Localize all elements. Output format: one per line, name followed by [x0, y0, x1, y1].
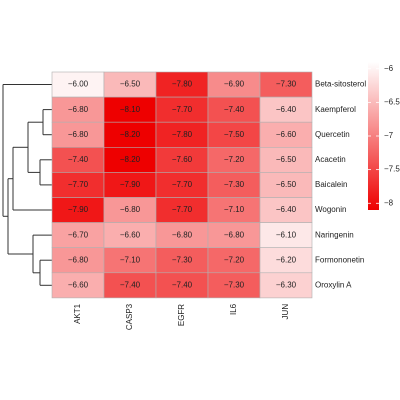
row-label: Wogonin — [315, 205, 346, 214]
cell-label: −7.10 — [120, 255, 141, 264]
cell-label: −6.00 — [68, 80, 89, 89]
cell-label: −6.80 — [224, 230, 245, 239]
cell-label: −6.10 — [276, 230, 297, 239]
heatmap-cell — [155, 247, 209, 274]
cell-label: −6.80 — [172, 230, 193, 239]
heatmap-cell — [207, 197, 261, 223]
cell-label: −7.90 — [120, 180, 141, 189]
heatmap-cell — [51, 272, 105, 299]
row-label: Oroxylin A — [315, 280, 352, 289]
cell-label: −7.70 — [172, 205, 193, 214]
cell-label: −7.10 — [224, 205, 245, 214]
cell-label: −6.40 — [276, 205, 297, 214]
cell-label: −7.30 — [276, 80, 297, 89]
cell-label: −6.50 — [276, 155, 297, 164]
heatmap-cell — [103, 222, 157, 249]
cell-label: −7.40 — [224, 105, 245, 114]
heatmap-cell — [51, 121, 105, 148]
heatmap-cell — [155, 96, 209, 123]
heatmap-cell — [155, 121, 209, 148]
cell-label: −6.50 — [120, 80, 141, 89]
cell-label: −7.40 — [68, 155, 89, 164]
cell-label: −6.60 — [120, 230, 141, 239]
cell-label: −6.70 — [68, 230, 89, 239]
row-label: Beta-sitosterol — [315, 80, 366, 89]
color-tick-label: −7.5 — [384, 165, 400, 174]
heatmap-cell — [207, 147, 261, 173]
color-tick-label: −6.5 — [384, 97, 400, 106]
color-bar — [368, 62, 379, 210]
heatmap-cell — [155, 197, 209, 223]
row-dendrogram — [2, 84, 52, 286]
cell-label: −6.60 — [276, 130, 297, 139]
cell-label: −7.40 — [120, 280, 141, 289]
heatmap-cell — [103, 147, 157, 173]
row-label: Formononetin — [315, 255, 364, 264]
heatmap-cell — [155, 272, 209, 299]
heatmap-cell — [207, 96, 261, 123]
row-label: Quercetin — [315, 130, 350, 139]
heatmap-cell — [103, 247, 157, 274]
cell-label: −7.30 — [172, 255, 193, 264]
row-label: Naringenin — [315, 230, 354, 239]
cell-label: −6.60 — [68, 280, 89, 289]
column-label: JUN — [281, 304, 290, 320]
row-label: Baicalein — [315, 180, 347, 189]
cell-label: −6.90 — [224, 80, 245, 89]
cell-label: −7.70 — [172, 180, 193, 189]
cell-label: −6.80 — [120, 205, 141, 214]
color-tick-label: −7 — [384, 131, 394, 140]
column-label: EGFR — [177, 304, 186, 326]
color-tick-label: −8 — [384, 198, 394, 207]
heatmap-cell — [155, 222, 209, 249]
cell-label: −8.20 — [120, 130, 141, 139]
column-label: CASP3 — [125, 303, 134, 330]
cell-label: −6.80 — [68, 105, 89, 114]
cell-label: −7.40 — [172, 280, 193, 289]
cell-label: −6.30 — [276, 280, 297, 289]
cell-label: −7.70 — [172, 105, 193, 114]
heatmap-cell — [207, 172, 261, 198]
heatmap-cell — [103, 71, 157, 98]
heatmap-cell — [259, 272, 313, 299]
cell-label: −6.80 — [68, 255, 89, 264]
heatmap-cell — [259, 222, 313, 249]
color-tick-label: −6 — [384, 64, 394, 73]
column-label: IL6 — [229, 303, 238, 315]
heatmap-cell — [259, 121, 313, 148]
cell-label: −8.20 — [120, 155, 141, 164]
cell-label: −7.30 — [224, 280, 245, 289]
heatmap-cell — [51, 197, 105, 223]
heatmap-cell — [207, 247, 261, 274]
cell-label: −7.60 — [172, 155, 193, 164]
cell-label: −6.40 — [276, 105, 297, 114]
cell-label: −7.80 — [172, 130, 193, 139]
cell-label: −7.20 — [224, 255, 245, 264]
cell-label: −7.50 — [224, 130, 245, 139]
cell-label: −6.20 — [276, 255, 297, 264]
cell-label: −7.90 — [68, 205, 89, 214]
cell-label: −8.10 — [120, 105, 141, 114]
cell-label: −7.20 — [224, 155, 245, 164]
column-label: AKT1 — [73, 303, 82, 324]
row-label: Kaempferol — [315, 105, 356, 114]
heatmap-cell — [259, 197, 313, 223]
cell-label: −6.50 — [276, 180, 297, 189]
heatmap-cell — [103, 96, 157, 123]
heatmap-cell — [259, 96, 313, 123]
cell-label: −7.80 — [172, 80, 193, 89]
cell-label: −6.80 — [68, 130, 89, 139]
cell-label: −7.30 — [224, 180, 245, 189]
heatmap-cell — [51, 71, 105, 98]
cell-label: −7.70 — [68, 180, 89, 189]
heatmap-cell — [103, 121, 157, 148]
row-label: Acacetin — [315, 155, 346, 164]
